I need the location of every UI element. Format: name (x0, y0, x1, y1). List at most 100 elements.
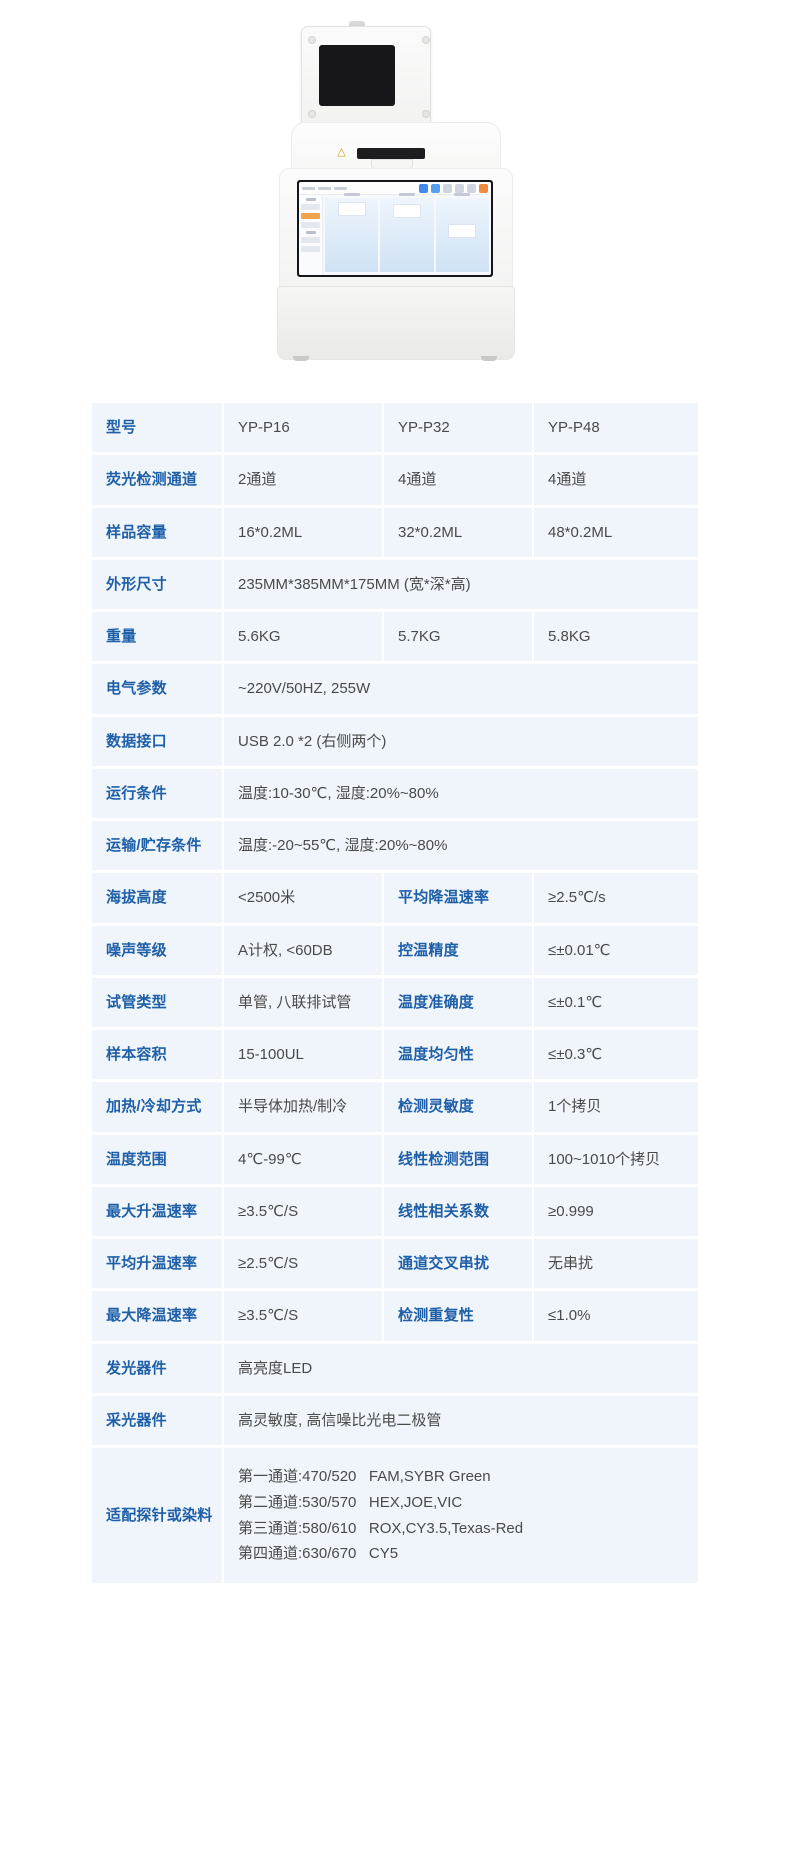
row-label-model: 型号 (92, 403, 222, 453)
row-label-noise-level: 噪声等级 (92, 925, 222, 975)
sidebar-item (301, 237, 320, 243)
protocol-step-panel (435, 193, 489, 272)
table-row: 数据接口 USB 2.0 *2 (右侧两个) (92, 716, 698, 766)
step-parameter-tag (392, 204, 421, 218)
specifications-table: 型号 YP-P16 YP-P32 YP-P48 荧光检测通道 2通道 4通道 4… (90, 400, 700, 1586)
protocol-step-panel (380, 193, 434, 272)
step-parameter-tag (448, 224, 477, 238)
cell-channels-p32: 4通道 (384, 455, 532, 505)
touchscreen-sidebar (299, 195, 323, 275)
cell-light-source: 高亮度LED (224, 1343, 698, 1393)
screw-icon (422, 110, 430, 118)
cell-linear-detection-range: 100~1010个拷贝 (534, 1134, 698, 1184)
cell-detection-repeatability: ≤1.0% (534, 1291, 698, 1341)
product-photo: △ (0, 0, 790, 392)
sample-block-slot (357, 148, 425, 159)
row-label-temp-uniformity: 温度均匀性 (384, 1030, 532, 1080)
table-row: 加热/冷却方式 半导体加热/制冷 检测灵敏度 1个拷贝 (92, 1082, 698, 1132)
toolbar-delete-icon (479, 183, 488, 193)
probe-channel-1: 第一通道:470/520 FAM,SYBR Green (238, 1468, 491, 1485)
toolbar-edit-icon (443, 183, 452, 193)
table-row: 温度范围 4℃-99℃ 线性检测范围 100~1010个拷贝 (92, 1134, 698, 1184)
row-label-avg-cooling-rate: 平均降温速率 (384, 873, 532, 923)
toolbar-run-icon (419, 183, 428, 193)
sidebar-group-label (305, 231, 316, 234)
cell-noise-level: A计权, <60DB (224, 925, 382, 975)
cell-channels-p48: 4通道 (534, 455, 698, 505)
sidebar-item-active (301, 213, 320, 219)
row-label-operating-conditions: 运行条件 (92, 768, 222, 818)
row-label-linear-detection-range: 线性检测范围 (384, 1134, 532, 1184)
warning-triangle-icon: △ (337, 146, 346, 158)
cell-model-p32: YP-P32 (384, 403, 532, 453)
pcr-instrument-illustration: △ (235, 18, 555, 378)
row-label-max-cooling-rate: 最大降温速率 (92, 1291, 222, 1341)
cell-tube-type: 单管, 八联排试管 (224, 977, 382, 1027)
front-touchscreen (297, 180, 493, 277)
table-row: 外形尺寸 235MM*385MM*175MM (宽*深*高) (92, 559, 698, 609)
table-row: 试管类型 单管, 八联排试管 温度准确度 ≤±0.1℃ (92, 977, 698, 1027)
row-label-channel-crosstalk: 通道交叉串扰 (384, 1239, 532, 1289)
row-label-compatible-probes: 适配探针或染料 (92, 1448, 222, 1584)
table-row: 发光器件 高亮度LED (92, 1343, 698, 1393)
cell-avg-cooling-rate: ≥2.5℃/s (534, 873, 698, 923)
row-label-tube-type: 试管类型 (92, 977, 222, 1027)
step-parameter-tag (337, 202, 366, 216)
cell-temp-range: 4℃-99℃ (224, 1134, 382, 1184)
row-label-temp-range: 温度范围 (92, 1134, 222, 1184)
instrument-foot (481, 356, 497, 361)
row-label-max-heating-rate: 最大升温速率 (92, 1186, 222, 1236)
row-label-detection-sensitivity: 检测灵敏度 (384, 1082, 532, 1132)
row-label-sample-volume: 样本容积 (92, 1030, 222, 1080)
cell-capacity-p48: 48*0.2ML (534, 507, 698, 557)
toolbar-list-icon (467, 183, 476, 193)
panel-header-label (343, 193, 360, 196)
cell-channels-p16: 2通道 (224, 455, 382, 505)
cell-heating-cooling-method: 半导体加热/制冷 (224, 1082, 382, 1132)
table-row: 荧光检测通道 2通道 4通道 4通道 (92, 455, 698, 505)
toolbar-menu-item (302, 186, 315, 190)
toolbar-copy-icon (455, 183, 464, 193)
probe-channel-4: 第四通道:630/670 CY5 (238, 1545, 399, 1563)
probe-channel-2: 第二通道:530/570 HEX,JOE,VIC (238, 1493, 463, 1511)
cell-operating-conditions: 温度:10-30℃, 湿度:20%~80% (224, 768, 698, 818)
screw-icon (422, 36, 430, 44)
panel-header-label (398, 193, 415, 196)
table-row: 最大降温速率 ≥3.5℃/S 检测重复性 ≤1.0% (92, 1291, 698, 1341)
row-label-temp-accuracy: 温度准确度 (384, 977, 532, 1027)
row-label-detector: 采光器件 (92, 1395, 222, 1445)
row-label-avg-heating-rate: 平均升温速率 (92, 1239, 222, 1289)
cell-temp-accuracy: ≤±0.1℃ (534, 977, 698, 1027)
row-label-detection-repeatability: 检测重复性 (384, 1291, 532, 1341)
cell-dimensions: 235MM*385MM*175MM (宽*深*高) (224, 559, 698, 609)
cell-electrical: ~220V/50HZ, 255W (224, 664, 698, 714)
table-row: 运行条件 温度:10-30℃, 湿度:20%~80% (92, 768, 698, 818)
table-row: 海拔高度 <2500米 平均降温速率 ≥2.5℃/s (92, 873, 698, 923)
row-label-temp-control-precision: 控温精度 (384, 925, 532, 975)
sidebar-item (301, 204, 320, 210)
touchscreen-ui (299, 182, 491, 275)
table-row: 采光器件 高灵敏度, 高信噪比光电二极管 (92, 1395, 698, 1445)
table-row: 型号 YP-P16 YP-P32 YP-P48 (92, 403, 698, 453)
touchscreen-body (299, 193, 491, 275)
cell-storage-conditions: 温度:-20~55℃, 湿度:20%~80% (224, 821, 698, 871)
row-label-weight: 重量 (92, 612, 222, 662)
screw-icon (308, 110, 316, 118)
cell-altitude: <2500米 (224, 873, 382, 923)
row-label-light-source: 发光器件 (92, 1343, 222, 1393)
cell-model-p16: YP-P16 (224, 403, 382, 453)
table-row: 噪声等级 A计权, <60DB 控温精度 ≤±0.01℃ (92, 925, 698, 975)
row-label-altitude: 海拔高度 (92, 873, 222, 923)
table-row: 运输/贮存条件 温度:-20~55℃, 湿度:20%~80% (92, 821, 698, 871)
instrument-foot (293, 356, 309, 361)
cell-temp-control-precision: ≤±0.01℃ (534, 925, 698, 975)
cell-weight-p32: 5.7KG (384, 612, 532, 662)
cell-linear-correlation: ≥0.999 (534, 1186, 698, 1236)
cell-max-heating-rate: ≥3.5℃/S (224, 1186, 382, 1236)
cell-temp-uniformity: ≤±0.3℃ (534, 1030, 698, 1080)
cell-capacity-p32: 32*0.2ML (384, 507, 532, 557)
cell-weight-p16: 5.6KG (224, 612, 382, 662)
instrument-base-housing (277, 286, 515, 360)
sidebar-item (301, 222, 320, 228)
table-row: 重量 5.6KG 5.7KG 5.8KG (92, 612, 698, 662)
